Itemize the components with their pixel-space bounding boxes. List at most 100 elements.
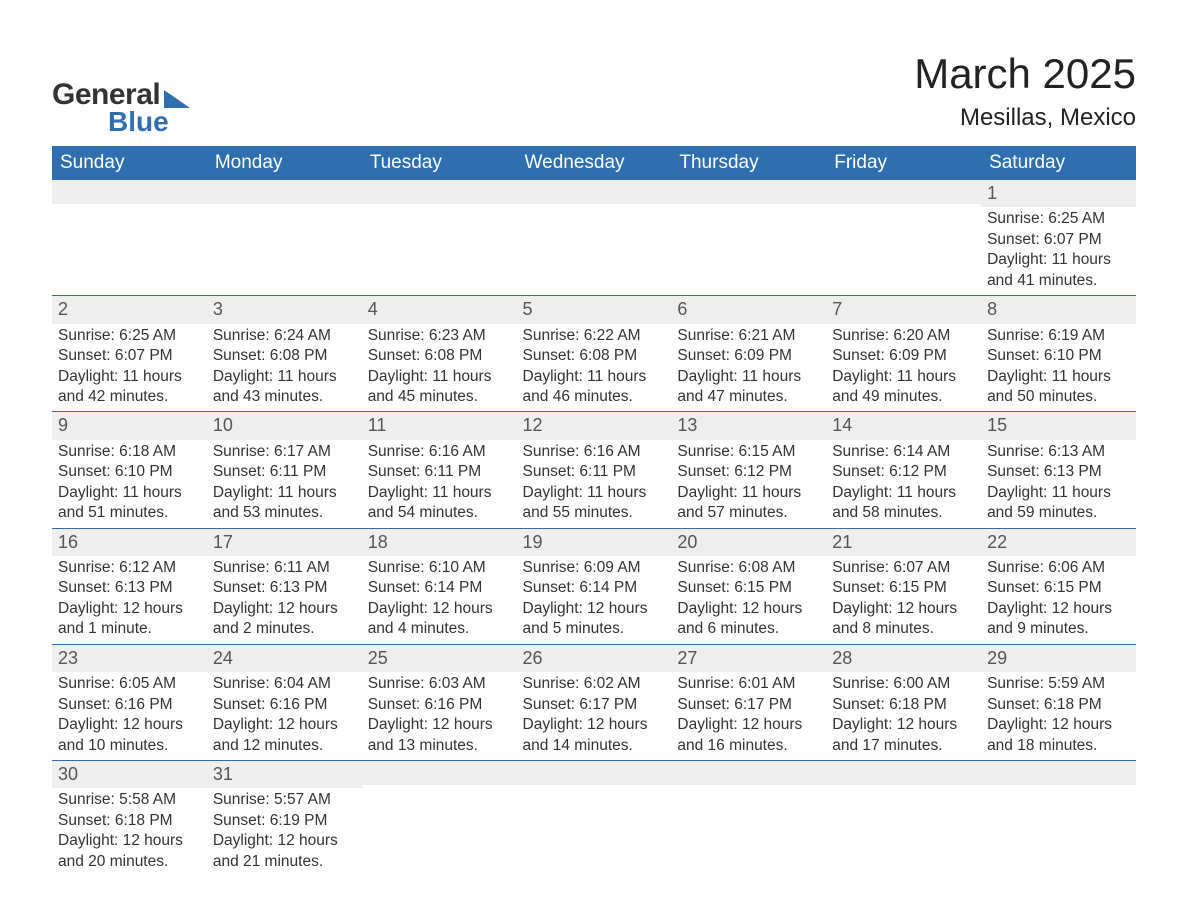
daylight-line: Daylight: 12 hours and 4 minutes. xyxy=(368,599,511,640)
day-number: 10 xyxy=(207,412,362,439)
sunrise-line: Sunrise: 5:59 AM xyxy=(987,674,1130,694)
day-number: 9 xyxy=(52,412,207,439)
sunset-line: Sunset: 6:11 PM xyxy=(368,462,511,482)
day-number xyxy=(671,761,826,785)
day-number: 22 xyxy=(981,529,1136,556)
daylight-line: Daylight: 12 hours and 13 minutes. xyxy=(368,715,511,756)
day-number xyxy=(362,761,517,785)
day-details: Sunrise: 6:21 AMSunset: 6:09 PMDaylight:… xyxy=(671,324,826,412)
calendar-empty-cell xyxy=(826,761,981,877)
daylight-line: Daylight: 11 hours and 46 minutes. xyxy=(523,367,666,408)
sunrise-line: Sunrise: 6:18 AM xyxy=(58,442,201,462)
sunrise-line: Sunrise: 6:02 AM xyxy=(523,674,666,694)
calendar-day-cell: 9Sunrise: 6:18 AMSunset: 6:10 PMDaylight… xyxy=(52,412,207,528)
day-number xyxy=(826,180,981,204)
day-details xyxy=(207,204,362,274)
daylight-line: Daylight: 12 hours and 1 minute. xyxy=(58,599,201,640)
sunset-line: Sunset: 6:12 PM xyxy=(832,462,975,482)
sunrise-line: Sunrise: 6:09 AM xyxy=(523,558,666,578)
day-number: 21 xyxy=(826,529,981,556)
day-details: Sunrise: 6:24 AMSunset: 6:08 PMDaylight:… xyxy=(207,324,362,412)
sunset-line: Sunset: 6:19 PM xyxy=(213,811,356,831)
calendar-week-row: 2Sunrise: 6:25 AMSunset: 6:07 PMDaylight… xyxy=(52,296,1136,412)
daylight-line: Daylight: 12 hours and 10 minutes. xyxy=(58,715,201,756)
day-number: 15 xyxy=(981,412,1136,439)
calendar-day-cell: 25Sunrise: 6:03 AMSunset: 6:16 PMDayligh… xyxy=(362,644,517,760)
sunrise-line: Sunrise: 6:08 AM xyxy=(677,558,820,578)
day-number: 18 xyxy=(362,529,517,556)
page-title: March 2025 xyxy=(914,50,1136,98)
calendar-day-cell: 2Sunrise: 6:25 AMSunset: 6:07 PMDaylight… xyxy=(52,296,207,412)
daylight-line: Daylight: 11 hours and 57 minutes. xyxy=(677,483,820,524)
weekday-header: Saturday xyxy=(981,146,1136,180)
day-number: 12 xyxy=(517,412,672,439)
sunrise-line: Sunrise: 6:03 AM xyxy=(368,674,511,694)
sunrise-line: Sunrise: 6:25 AM xyxy=(58,326,201,346)
day-details xyxy=(517,785,672,855)
calendar-body: 1Sunrise: 6:25 AMSunset: 6:07 PMDaylight… xyxy=(52,180,1136,876)
sunset-line: Sunset: 6:07 PM xyxy=(987,230,1130,250)
daylight-line: Daylight: 12 hours and 16 minutes. xyxy=(677,715,820,756)
sunrise-line: Sunrise: 6:25 AM xyxy=(987,209,1130,229)
sunrise-line: Sunrise: 6:21 AM xyxy=(677,326,820,346)
day-number xyxy=(826,761,981,785)
day-details: Sunrise: 6:05 AMSunset: 6:16 PMDaylight:… xyxy=(52,672,207,760)
day-details: Sunrise: 6:15 AMSunset: 6:12 PMDaylight:… xyxy=(671,440,826,528)
calendar-day-cell: 8Sunrise: 6:19 AMSunset: 6:10 PMDaylight… xyxy=(981,296,1136,412)
day-details xyxy=(52,204,207,274)
day-number: 13 xyxy=(671,412,826,439)
day-number xyxy=(671,180,826,204)
day-number: 3 xyxy=(207,296,362,323)
daylight-line: Daylight: 12 hours and 12 minutes. xyxy=(213,715,356,756)
day-number: 6 xyxy=(671,296,826,323)
sunset-line: Sunset: 6:11 PM xyxy=(213,462,356,482)
calendar-day-cell: 26Sunrise: 6:02 AMSunset: 6:17 PMDayligh… xyxy=(517,644,672,760)
sunset-line: Sunset: 6:07 PM xyxy=(58,346,201,366)
sunrise-line: Sunrise: 5:58 AM xyxy=(58,790,201,810)
header: General Blue March 2025 Mesillas, Mexico xyxy=(52,50,1136,138)
daylight-line: Daylight: 11 hours and 47 minutes. xyxy=(677,367,820,408)
sunrise-line: Sunrise: 6:05 AM xyxy=(58,674,201,694)
day-details: Sunrise: 5:58 AMSunset: 6:18 PMDaylight:… xyxy=(52,788,207,876)
weekday-header: Wednesday xyxy=(517,146,672,180)
day-number: 14 xyxy=(826,412,981,439)
day-number: 23 xyxy=(52,645,207,672)
day-details xyxy=(362,204,517,274)
calendar-week-row: 9Sunrise: 6:18 AMSunset: 6:10 PMDaylight… xyxy=(52,412,1136,528)
daylight-line: Daylight: 11 hours and 50 minutes. xyxy=(987,367,1130,408)
day-number: 30 xyxy=(52,761,207,788)
sunrise-line: Sunrise: 6:00 AM xyxy=(832,674,975,694)
day-number xyxy=(207,180,362,204)
daylight-line: Daylight: 12 hours and 17 minutes. xyxy=(832,715,975,756)
day-details: Sunrise: 6:12 AMSunset: 6:13 PMDaylight:… xyxy=(52,556,207,644)
daylight-line: Daylight: 11 hours and 54 minutes. xyxy=(368,483,511,524)
calendar-day-cell: 19Sunrise: 6:09 AMSunset: 6:14 PMDayligh… xyxy=(517,528,672,644)
sunset-line: Sunset: 6:09 PM xyxy=(832,346,975,366)
day-details xyxy=(826,204,981,274)
day-details: Sunrise: 6:14 AMSunset: 6:12 PMDaylight:… xyxy=(826,440,981,528)
calendar-day-cell: 14Sunrise: 6:14 AMSunset: 6:12 PMDayligh… xyxy=(826,412,981,528)
day-number: 8 xyxy=(981,296,1136,323)
day-details: Sunrise: 6:18 AMSunset: 6:10 PMDaylight:… xyxy=(52,440,207,528)
calendar-day-cell: 12Sunrise: 6:16 AMSunset: 6:11 PMDayligh… xyxy=(517,412,672,528)
day-details: Sunrise: 6:02 AMSunset: 6:17 PMDaylight:… xyxy=(517,672,672,760)
sunrise-line: Sunrise: 6:16 AM xyxy=(523,442,666,462)
day-number: 20 xyxy=(671,529,826,556)
sunset-line: Sunset: 6:15 PM xyxy=(832,578,975,598)
day-number xyxy=(517,180,672,204)
day-details: Sunrise: 6:17 AMSunset: 6:11 PMDaylight:… xyxy=(207,440,362,528)
calendar-day-cell: 20Sunrise: 6:08 AMSunset: 6:15 PMDayligh… xyxy=(671,528,826,644)
calendar-day-cell: 27Sunrise: 6:01 AMSunset: 6:17 PMDayligh… xyxy=(671,644,826,760)
day-details: Sunrise: 6:25 AMSunset: 6:07 PMDaylight:… xyxy=(981,207,1136,295)
sunset-line: Sunset: 6:14 PM xyxy=(523,578,666,598)
daylight-line: Daylight: 11 hours and 42 minutes. xyxy=(58,367,201,408)
day-details: Sunrise: 6:09 AMSunset: 6:14 PMDaylight:… xyxy=(517,556,672,644)
sunrise-line: Sunrise: 6:22 AM xyxy=(523,326,666,346)
sunrise-line: Sunrise: 6:12 AM xyxy=(58,558,201,578)
sunset-line: Sunset: 6:10 PM xyxy=(58,462,201,482)
sunrise-line: Sunrise: 6:07 AM xyxy=(832,558,975,578)
day-details: Sunrise: 6:00 AMSunset: 6:18 PMDaylight:… xyxy=(826,672,981,760)
day-number: 25 xyxy=(362,645,517,672)
weekday-header: Friday xyxy=(826,146,981,180)
day-details: Sunrise: 6:07 AMSunset: 6:15 PMDaylight:… xyxy=(826,556,981,644)
